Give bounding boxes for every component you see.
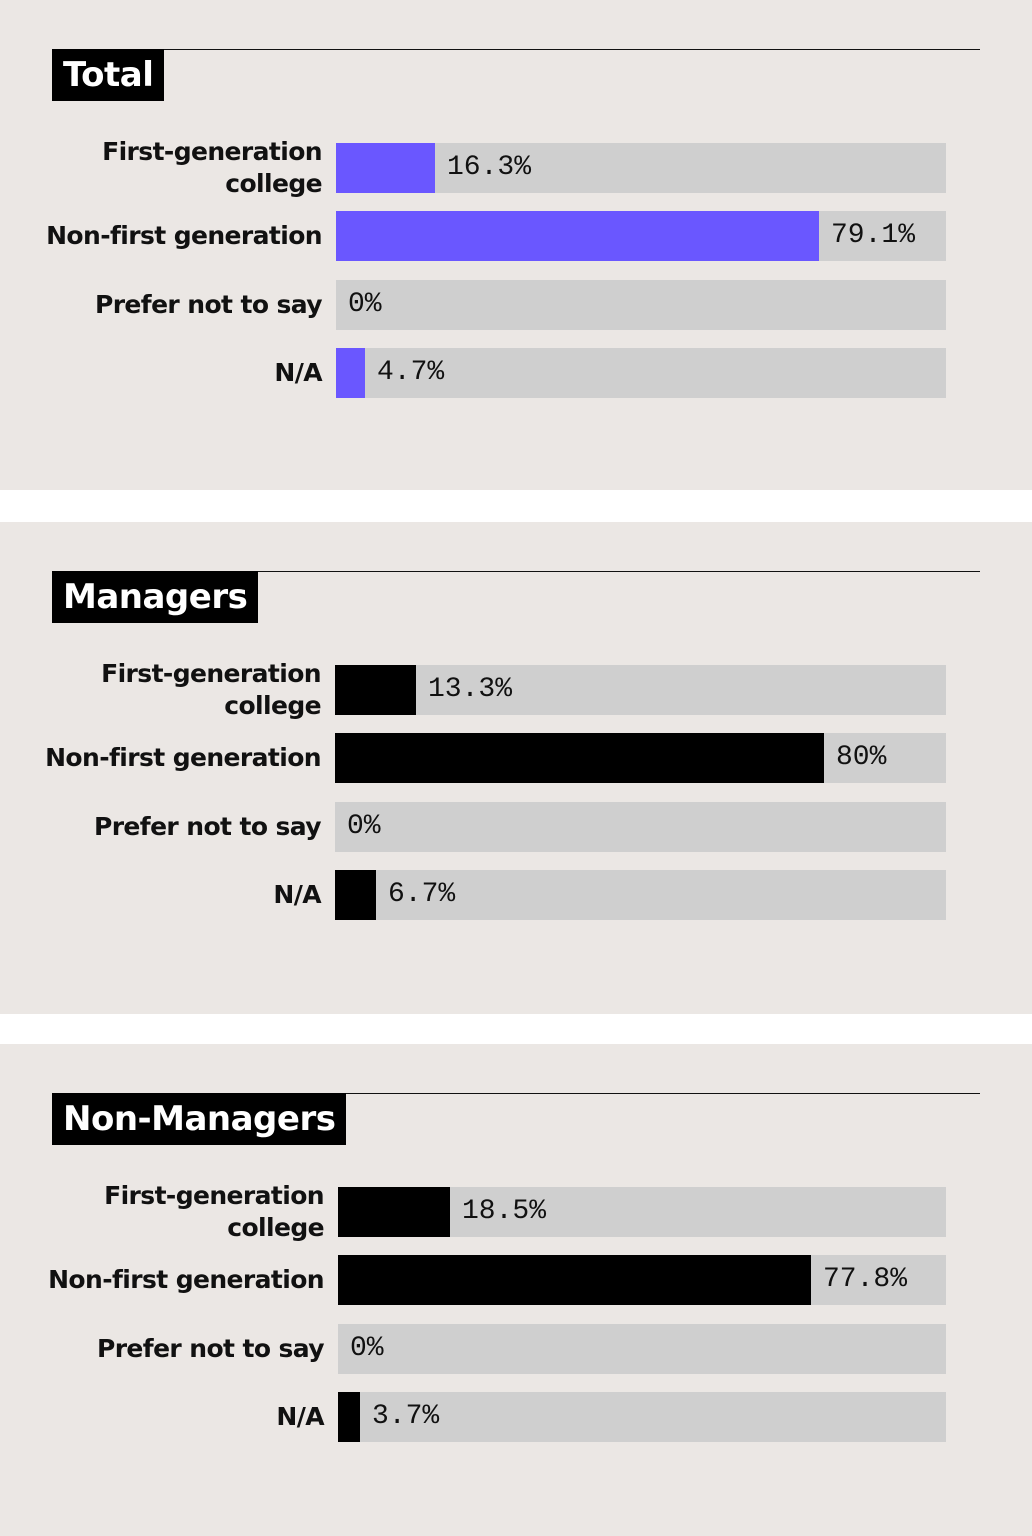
bar-row: Non-first generation 79.1% <box>0 211 1032 261</box>
category-label: First-generation college <box>101 659 321 720</box>
bar-row: Non-first generation 77.8% <box>0 1255 1032 1305</box>
bar-row: Prefer not to say 0% <box>0 1324 1032 1374</box>
bar <box>338 1392 360 1442</box>
category-label: Non-first generation <box>48 1265 324 1294</box>
bar-track: 16.3% <box>336 143 946 193</box>
value-label: 77.8% <box>823 1264 908 1295</box>
title-rule <box>52 49 980 50</box>
category-label: First-generation college <box>104 1181 324 1242</box>
bar-track: 79.1% <box>336 211 946 261</box>
category-label: Non-first generation <box>46 221 322 250</box>
value-label: 0% <box>347 811 381 842</box>
value-label: 16.3% <box>447 152 532 183</box>
bar-track: 0% <box>338 1324 946 1374</box>
category-label: Prefer not to say <box>96 1334 325 1363</box>
value-label: 18.5% <box>462 1196 547 1227</box>
title-rule <box>52 1093 980 1094</box>
bar-row: N/A 6.7% <box>0 870 1032 920</box>
bar <box>336 211 819 261</box>
bar-track: 3.7% <box>338 1392 946 1442</box>
value-label: 79.1% <box>831 220 916 251</box>
bar <box>336 143 435 193</box>
value-label: 4.7% <box>377 357 445 388</box>
category-label: Prefer not to say <box>94 290 323 319</box>
chart-title: Non-Managers <box>52 1093 347 1145</box>
bar-row: First-generation college 18.5% <box>0 1181 1032 1242</box>
bar-row: Prefer not to say 0% <box>0 802 1032 852</box>
category-label: Prefer not to say <box>93 812 322 841</box>
bar <box>338 1255 811 1305</box>
category-label: N/A <box>273 880 321 909</box>
bar <box>338 1187 450 1237</box>
bar-track: 18.5% <box>338 1187 946 1237</box>
bar-track: 0% <box>335 802 946 852</box>
category-label: First-generation college <box>102 137 322 198</box>
bar <box>335 665 416 715</box>
bar-row: First-generation college 16.3% <box>0 137 1032 198</box>
bar-track: 4.7% <box>336 348 946 398</box>
bar <box>335 870 376 920</box>
bar <box>335 733 824 783</box>
bar-row: N/A 3.7% <box>0 1392 1032 1442</box>
value-label: 0% <box>348 289 382 320</box>
bar-track: 77.8% <box>338 1255 946 1305</box>
bar-track: 13.3% <box>335 665 946 715</box>
chart-title: Managers <box>52 571 259 623</box>
chart-panel-1: Managers First-generation college 13.3% Non-… <box>0 522 1032 1014</box>
bar-row: First-generation college 13.3% <box>0 659 1032 720</box>
category-label: N/A <box>276 1402 324 1431</box>
value-label: 80% <box>836 742 887 773</box>
chart-panel-2: Non-Managers First-generation college 18.5%… <box>0 1044 1032 1536</box>
bar <box>336 348 365 398</box>
title-rule <box>52 571 980 572</box>
bar-track: 80% <box>335 733 946 783</box>
value-label: 0% <box>350 1333 384 1364</box>
bar-row: Non-first generation 80% <box>0 733 1032 783</box>
category-label: N/A <box>274 358 322 387</box>
chart-title: Total <box>52 49 165 101</box>
bar-track: 6.7% <box>335 870 946 920</box>
value-label: 13.3% <box>428 674 513 705</box>
category-label: Non-first generation <box>45 743 321 772</box>
value-label: 3.7% <box>372 1401 440 1432</box>
chart-panel-0: Total First-generation college 16.3% Non-fir… <box>0 0 1032 490</box>
value-label: 6.7% <box>388 879 456 910</box>
bar-row: N/A 4.7% <box>0 348 1032 398</box>
bar-row: Prefer not to say 0% <box>0 280 1032 330</box>
bar-track: 0% <box>336 280 946 330</box>
